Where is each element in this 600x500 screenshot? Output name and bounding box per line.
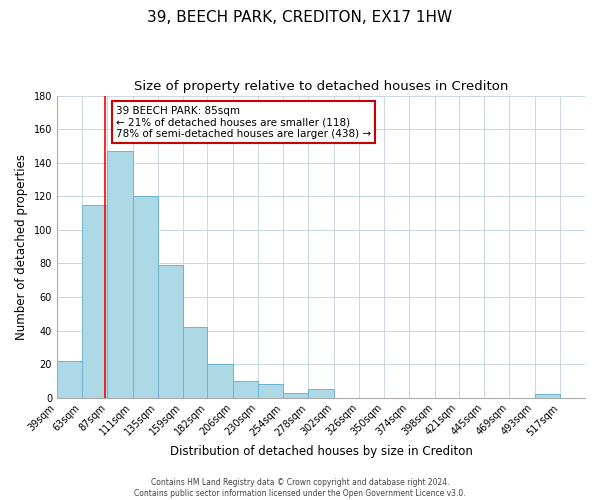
- Bar: [535, 394, 560, 398]
- Bar: [208, 364, 233, 398]
- X-axis label: Distribution of detached houses by size in Crediton: Distribution of detached houses by size …: [170, 444, 472, 458]
- Bar: [183, 328, 208, 398]
- Text: Contains HM Land Registry data © Crown copyright and database right 2024.
Contai: Contains HM Land Registry data © Crown c…: [134, 478, 466, 498]
- Bar: [283, 392, 308, 398]
- Bar: [258, 384, 283, 398]
- Bar: [308, 390, 334, 398]
- Text: 39, BEECH PARK, CREDITON, EX17 1HW: 39, BEECH PARK, CREDITON, EX17 1HW: [148, 10, 452, 25]
- Y-axis label: Number of detached properties: Number of detached properties: [15, 154, 28, 340]
- Bar: [133, 196, 158, 398]
- Bar: [57, 361, 82, 398]
- Bar: [107, 151, 133, 398]
- Text: 39 BEECH PARK: 85sqm
← 21% of detached houses are smaller (118)
78% of semi-deta: 39 BEECH PARK: 85sqm ← 21% of detached h…: [116, 106, 371, 139]
- Title: Size of property relative to detached houses in Crediton: Size of property relative to detached ho…: [134, 80, 508, 93]
- Bar: [233, 381, 258, 398]
- Bar: [82, 204, 107, 398]
- Bar: [158, 265, 183, 398]
